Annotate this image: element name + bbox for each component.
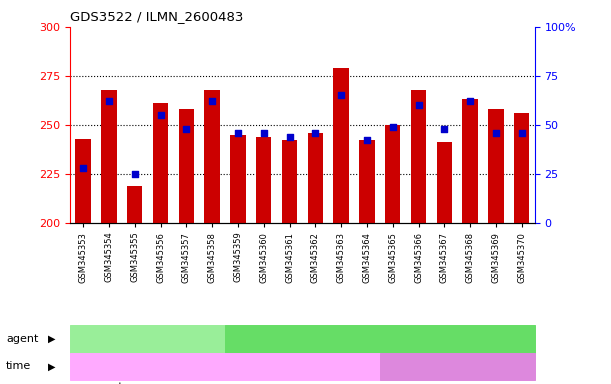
Bar	[334, 68, 349, 223]
Bar	[488, 109, 503, 223]
Text: ▶: ▶	[48, 361, 56, 371]
Text: count: count	[93, 382, 123, 384]
Bar	[463, 99, 478, 223]
Point	[207, 98, 217, 104]
Point	[285, 134, 295, 140]
Point	[259, 129, 269, 136]
Bar	[411, 89, 426, 223]
Bar	[127, 185, 142, 223]
Point	[78, 165, 88, 171]
Bar	[101, 89, 117, 223]
Bar	[514, 113, 530, 223]
Point	[491, 129, 501, 136]
Text: ▶: ▶	[48, 334, 56, 344]
Bar	[282, 141, 298, 223]
Bar	[359, 141, 375, 223]
Point	[130, 170, 140, 177]
Text: ■: ■	[76, 382, 88, 384]
Bar	[178, 109, 194, 223]
Text: GDS3522 / ILMN_2600483: GDS3522 / ILMN_2600483	[70, 10, 244, 23]
Text: agent: agent	[6, 334, 38, 344]
Text: 2 h: 2 h	[216, 361, 234, 371]
Text: time: time	[6, 361, 31, 371]
Bar	[256, 137, 271, 223]
Point	[181, 126, 191, 132]
Point	[310, 129, 320, 136]
Bar	[307, 132, 323, 223]
Point	[104, 98, 114, 104]
Bar	[385, 125, 400, 223]
Text: control: control	[128, 334, 167, 344]
Point	[362, 137, 372, 144]
Bar	[437, 142, 452, 223]
Bar	[230, 135, 246, 223]
Bar	[153, 103, 168, 223]
Point	[233, 129, 243, 136]
Point	[517, 129, 527, 136]
Point	[465, 98, 475, 104]
Bar	[205, 89, 220, 223]
Point	[336, 92, 346, 98]
Point	[388, 124, 398, 130]
Text: 4 h: 4 h	[448, 361, 466, 371]
Bar	[75, 139, 91, 223]
Point	[414, 102, 423, 108]
Point	[156, 112, 166, 118]
Point	[439, 126, 449, 132]
Text: NTHi: NTHi	[367, 334, 393, 344]
